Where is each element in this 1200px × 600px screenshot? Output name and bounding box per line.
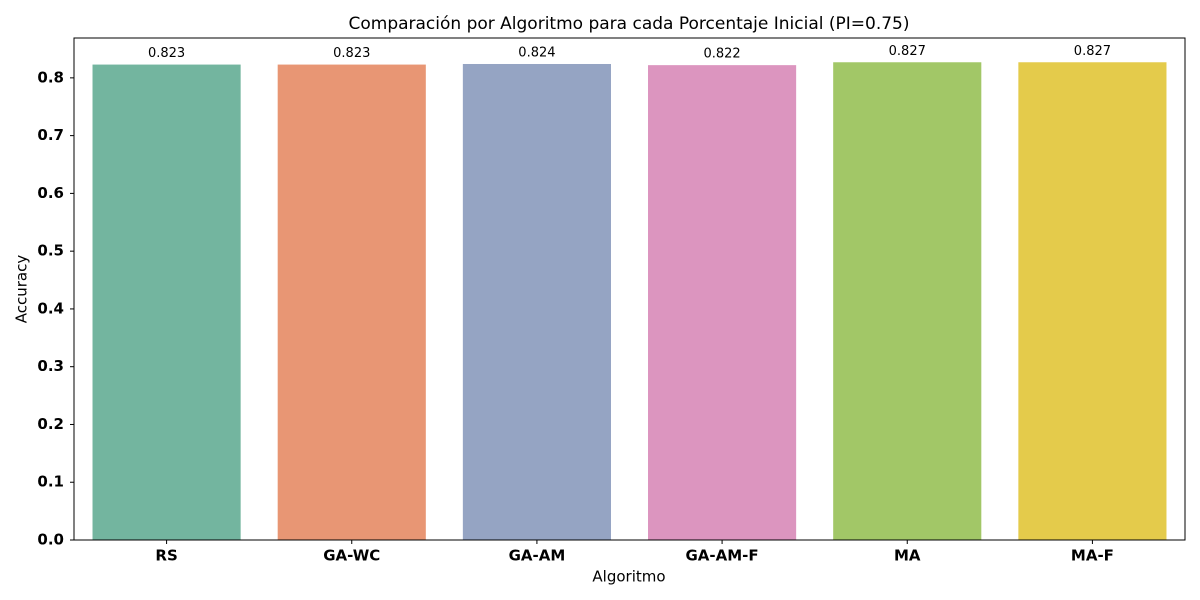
y-tick-label: 0.3	[37, 357, 64, 375]
y-tick-label: 0.6	[37, 184, 64, 202]
value-label: 0.823	[333, 46, 370, 61]
value-label: 0.823	[148, 46, 185, 61]
bar	[462, 63, 611, 541]
plot-frame	[73, 37, 1186, 541]
bar	[833, 62, 982, 541]
value-label: 0.827	[889, 44, 926, 59]
y-axis-label: Accuracy	[13, 255, 31, 324]
x-tick-label: GA-AM	[509, 547, 566, 565]
x-tick-label: MA	[894, 547, 921, 565]
y-tick-label: 0.2	[37, 415, 64, 433]
bar	[648, 65, 797, 540]
y-tick-label: 0.0	[37, 531, 64, 549]
y-tick-label: 0.8	[37, 68, 64, 86]
bar	[277, 64, 426, 541]
bar	[92, 64, 241, 541]
x-tick-label: GA-WC	[323, 547, 380, 565]
y-tick-label: 0.5	[37, 242, 64, 260]
value-label: 0.822	[703, 47, 740, 62]
bar	[1018, 62, 1167, 541]
chart-title: Comparación por Algoritmo para cada Porc…	[348, 14, 909, 34]
value-label: 0.824	[518, 45, 555, 60]
x-tick-label: RS	[155, 547, 177, 565]
x-axis-label: Algoritmo	[592, 568, 665, 586]
x-tick-label: GA-AM-F	[686, 547, 759, 565]
x-tick-label: MA-F	[1071, 547, 1114, 565]
y-tick-label: 0.1	[37, 473, 64, 491]
y-tick-label: 0.4	[37, 299, 64, 317]
y-tick-label: 0.7	[37, 126, 64, 144]
value-label: 0.827	[1074, 44, 1111, 59]
